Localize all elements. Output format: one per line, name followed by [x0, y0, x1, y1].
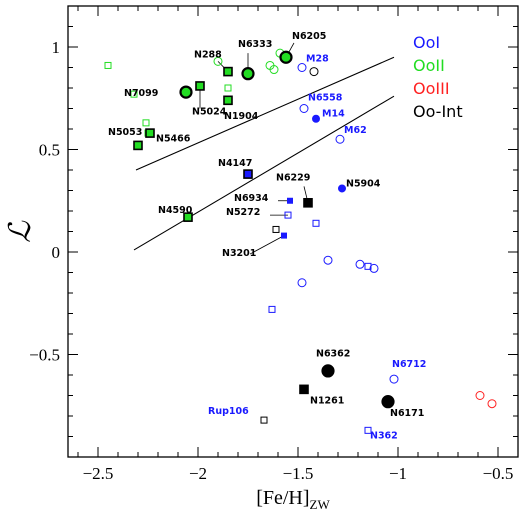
annotation-n3201: N3201 [222, 248, 256, 259]
annotation-n288: N288 [194, 49, 222, 60]
annotation-n6558: N6558 [308, 92, 343, 103]
annotation-n5904: N5904 [346, 178, 381, 189]
data-point [269, 65, 279, 75]
y-tick-label: −0.5 [29, 346, 60, 365]
x-axis-title: [Fe/H]ZW [256, 487, 330, 512]
data-point-rup106 [260, 416, 268, 424]
annotation-n6712: N6712 [392, 359, 426, 370]
data-point-n4590 [183, 212, 193, 222]
annotation-n6333: N6333 [238, 39, 272, 50]
x-axis-label: [Fe/H] [256, 487, 309, 509]
annotation-m14: M14 [322, 109, 345, 120]
x-axis-subscript: ZW [310, 497, 331, 512]
data-point-n5466 [145, 128, 155, 138]
data-point-m14 [312, 114, 320, 123]
data-point [355, 259, 365, 269]
fit-line-2 [133, 95, 395, 251]
x-tick-label: −1.5 [283, 464, 314, 483]
data-point-n5024 [195, 81, 205, 91]
annotation-n4590: N4590 [158, 205, 193, 216]
data-point [130, 90, 138, 98]
annotation-rup106: Rup106 [208, 406, 249, 417]
y-axis-title: ℒ [4, 220, 37, 243]
data-point [224, 84, 232, 92]
data-point [268, 305, 276, 313]
fit-line-1 [135, 56, 395, 171]
data-point-n5904 [338, 184, 346, 193]
data-point-n4147 [243, 169, 253, 179]
data-point-n6558 [299, 104, 309, 113]
data-point-n6712 [389, 374, 399, 384]
data-point [309, 67, 319, 77]
annotation-m62: M62 [344, 125, 367, 136]
x-tick-label: −1 [389, 464, 407, 483]
annotation-n6362: N6362 [316, 349, 350, 360]
data-point-n5272 [284, 211, 292, 219]
data-point-n6362 [321, 364, 335, 378]
annotation-n4147: N4147 [218, 158, 252, 169]
data-point-n3201 [281, 232, 287, 239]
legend: OoI OoII OoIII Oo-Int [413, 33, 463, 121]
annotation-n5272: N5272 [226, 207, 260, 218]
legend-entry-ooint: Oo-Int [413, 102, 463, 121]
y-tick-label: 0 [52, 243, 61, 262]
annotation-n5024: N5024 [192, 107, 227, 118]
data-point [312, 219, 320, 227]
data-point-n288 [223, 66, 233, 77]
legend-entry-ooi: OoI [413, 33, 440, 52]
fit-lines [133, 56, 395, 251]
data-point [369, 263, 379, 273]
legend-entry-ooii: OoII [413, 56, 445, 75]
y-tick-label: 1 [52, 38, 61, 57]
y-tick-label: 0.5 [39, 141, 60, 160]
data-point-m28 [297, 63, 307, 72]
annotation-n1261: N1261 [310, 396, 344, 407]
data-points [104, 48, 497, 434]
data-point-m62 [335, 134, 345, 144]
annotation-n362: N362 [370, 431, 398, 442]
annotation-n5466: N5466 [156, 133, 191, 144]
leader-line [249, 235, 285, 255]
data-point [272, 225, 280, 233]
data-point-n362 [364, 426, 372, 434]
annotation-n1904: N1904 [224, 111, 259, 122]
data-point [475, 391, 485, 400]
annotation-n6229: N6229 [276, 172, 310, 183]
legend-entry-ooiii: OoIII [413, 79, 450, 98]
axis-ticks: −2.5 −2 −1.5 −1 −0.5 −0.5 0 0.5 1 [29, 5, 519, 483]
data-point [297, 278, 307, 288]
x-tick-label: −2 [189, 464, 207, 483]
data-point [142, 119, 150, 127]
data-point-n6333 [241, 67, 255, 81]
data-point [213, 56, 223, 66]
data-point-n6171 [381, 395, 395, 409]
annotation-n5053: N5053 [108, 127, 142, 138]
x-tick-label: −2.5 [83, 464, 114, 483]
data-point [487, 399, 497, 409]
data-point-n6229 [303, 198, 313, 208]
data-point-n6205 [279, 50, 293, 64]
data-point-n6934 [287, 197, 293, 204]
data-point-n1261 [299, 384, 309, 395]
annotation-m28: M28 [306, 53, 329, 64]
data-point [364, 262, 372, 270]
annotation-n6171: N6171 [390, 408, 424, 419]
annotation-n6205: N6205 [292, 31, 326, 42]
annotation-n7099: N7099 [124, 88, 158, 99]
data-point-n5053 [133, 140, 143, 151]
data-point-n1904 [223, 95, 233, 106]
annotation-n6934: N6934 [234, 193, 269, 204]
data-point [323, 255, 333, 265]
x-tick-label: −0.5 [483, 464, 514, 483]
data-point-n7099 [179, 85, 193, 99]
data-point [104, 61, 112, 69]
